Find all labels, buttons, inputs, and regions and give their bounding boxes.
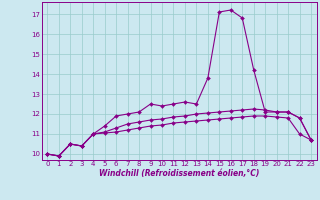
X-axis label: Windchill (Refroidissement éolien,°C): Windchill (Refroidissement éolien,°C) [99, 169, 260, 178]
